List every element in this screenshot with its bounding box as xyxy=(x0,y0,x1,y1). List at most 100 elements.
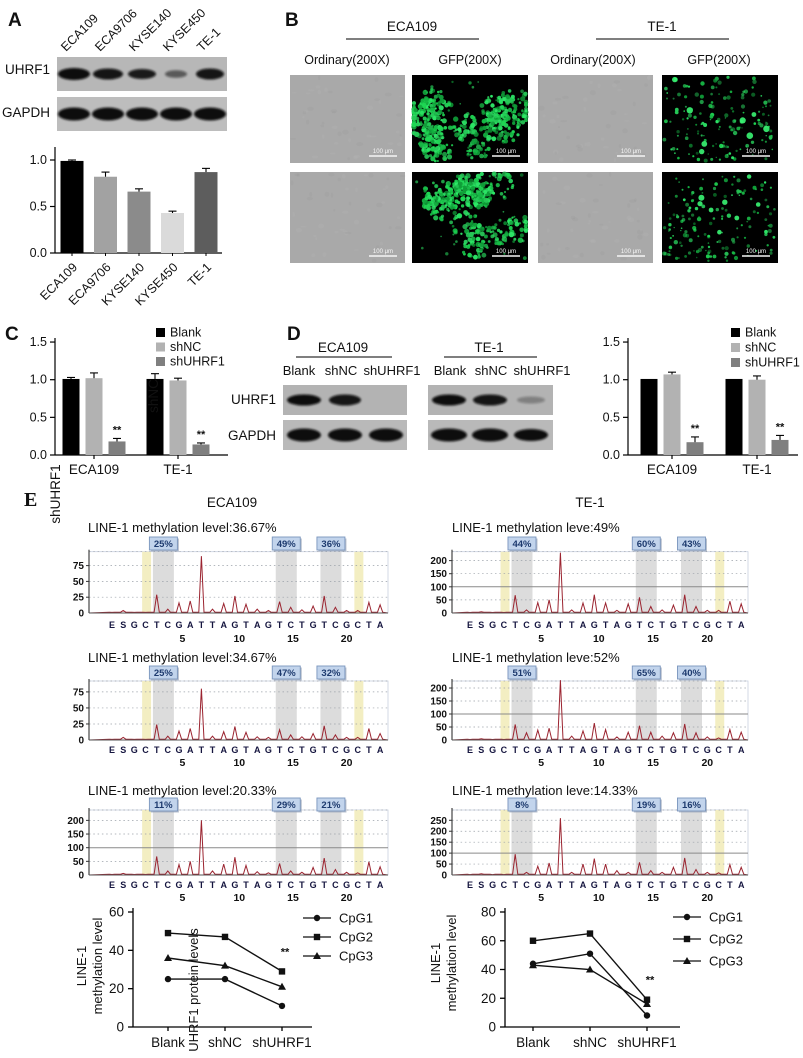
y-tick-label: 50 xyxy=(73,857,85,868)
y-tick-label: 150 xyxy=(67,830,84,841)
pyrogram-trace-line xyxy=(88,688,389,741)
pyro-col-title-te1: TE-1 xyxy=(575,495,604,510)
dispensation-letter: C xyxy=(287,880,294,890)
dispensation-letter: E xyxy=(109,880,115,890)
control-band xyxy=(142,681,152,740)
dispensation-letter: T xyxy=(512,745,518,755)
y-tick-label: 0.0 xyxy=(30,246,47,260)
cpg-percent-box xyxy=(271,665,301,680)
dispensation-letter: T xyxy=(210,620,216,630)
dispensation-letter: T xyxy=(603,620,609,630)
dispensation-letter: G xyxy=(670,745,677,755)
micrograph-gfp: 100 μm xyxy=(662,172,778,263)
scale-bar-label: 100 μm xyxy=(621,149,641,155)
dispensation-letter: G xyxy=(704,620,711,630)
cpg-percent-box xyxy=(507,665,537,680)
dispensation-letter: G xyxy=(343,745,350,755)
dispensation-letter: G xyxy=(343,620,350,630)
dispensation-letter: G xyxy=(670,880,677,890)
dispensation-number: 20 xyxy=(341,633,353,645)
dispensation-letter: T xyxy=(243,880,249,890)
blot-band xyxy=(287,428,321,442)
marker-triangle xyxy=(529,961,537,969)
cpg-percent-label: 51% xyxy=(512,668,532,679)
blot-d-cellline-te1: TE-1 xyxy=(474,340,503,355)
cpg-band xyxy=(680,551,702,613)
dispensation-number: 5 xyxy=(179,757,185,769)
series-line xyxy=(532,952,648,1016)
dispensation-letter: A xyxy=(580,620,587,630)
dispensation-letter: S xyxy=(120,880,126,890)
y-tick-label: 50 xyxy=(436,723,448,734)
cpg-percent-label: 60% xyxy=(637,539,657,550)
dispensation-letter: G xyxy=(591,745,598,755)
y-tick-label: 25 xyxy=(73,719,85,730)
ylabel-line: methylation level xyxy=(90,917,105,1014)
panel-b-cellline-eca109: ECA109 xyxy=(387,19,437,34)
y-tick-label: 20 xyxy=(481,991,496,1006)
dispensation-letter: T xyxy=(558,745,564,755)
blot-a-target-uhrf1: UHRF1 xyxy=(5,62,50,77)
dispensation-letter: C xyxy=(648,745,655,755)
dispensation-letter: T xyxy=(682,745,688,755)
dispensation-letter: T xyxy=(321,745,327,755)
marker-triangle xyxy=(164,954,172,961)
micrograph-phase: 100 μm xyxy=(290,172,406,263)
scale-bar-label: 100 μm xyxy=(373,149,393,155)
y-tick-label: 60 xyxy=(481,933,496,948)
cpg-band xyxy=(152,810,174,875)
control-band xyxy=(715,551,725,613)
blot-d-lane-shuhrf1-1: shUHRF1 xyxy=(363,363,420,378)
blot-band xyxy=(472,428,508,442)
group-label: TE-1 xyxy=(742,462,771,477)
line-chart-ECA109: 0 20 40 60 Blank shNC shUHRF1 CpG1 CpG2 CpG3 ** LIN… xyxy=(74,905,373,1051)
dispensation-letter: G xyxy=(310,620,317,630)
dispensation-letter: T xyxy=(277,880,283,890)
cpg-percent-label: 47% xyxy=(277,668,297,679)
dispensation-letter: T xyxy=(154,880,160,890)
dispensation-number: 15 xyxy=(287,633,299,645)
dispensation-letter: C xyxy=(523,745,530,755)
dispensation-letter: T xyxy=(210,880,216,890)
y-tick-label: 150 xyxy=(430,838,447,849)
marker-square xyxy=(313,933,321,941)
panel-b-images: 100 μm 100 μm 100 μm 100 μm 100 μm 100 μm 100 … xyxy=(289,75,778,263)
dispensation-letter: G xyxy=(175,620,182,630)
dispensation-letter: G xyxy=(534,880,541,890)
cpg-percent-label: 21% xyxy=(321,800,341,811)
dispensation-letter: E xyxy=(467,880,473,890)
bar xyxy=(771,439,789,455)
marker-square xyxy=(586,930,594,937)
dispensation-number: 5 xyxy=(179,633,185,645)
dispensation-letter: A xyxy=(546,880,553,890)
pyro-title: LINE-1 methylation level:34.67% xyxy=(88,650,277,665)
dispensation-letter: G xyxy=(489,620,496,630)
marker-circle xyxy=(313,914,321,922)
bar xyxy=(146,378,164,455)
dispensation-letter: C xyxy=(715,880,722,890)
blot-band xyxy=(58,68,90,80)
cpg-percent-label: 43% xyxy=(682,539,702,550)
bar xyxy=(194,172,218,253)
dispensation-letter: T xyxy=(299,620,305,630)
dispensation-letter: C xyxy=(648,880,655,890)
scale-bar-label: 100 μm xyxy=(496,149,516,155)
legend-label: shUHRF1 xyxy=(745,356,800,370)
bar xyxy=(108,441,126,455)
dispensation-number: 5 xyxy=(538,757,544,769)
y-tick-label: 50 xyxy=(436,860,448,871)
dispensation-letter: T xyxy=(659,880,665,890)
x-category-label: TE-1 xyxy=(185,260,214,289)
dispensation-letter: T xyxy=(727,880,733,890)
significance-marker: ** xyxy=(197,429,206,441)
cpg-band xyxy=(635,681,657,740)
panel-a-blots xyxy=(57,57,227,131)
dispensation-letter: E xyxy=(467,620,473,630)
dispensation-letter: T xyxy=(243,620,249,630)
dispensation-letter: T xyxy=(512,620,518,630)
blot-a-target-gapdh: GAPDH xyxy=(2,105,50,120)
micrograph-gfp: 100 μm xyxy=(662,75,778,163)
cpg-band xyxy=(320,551,342,613)
